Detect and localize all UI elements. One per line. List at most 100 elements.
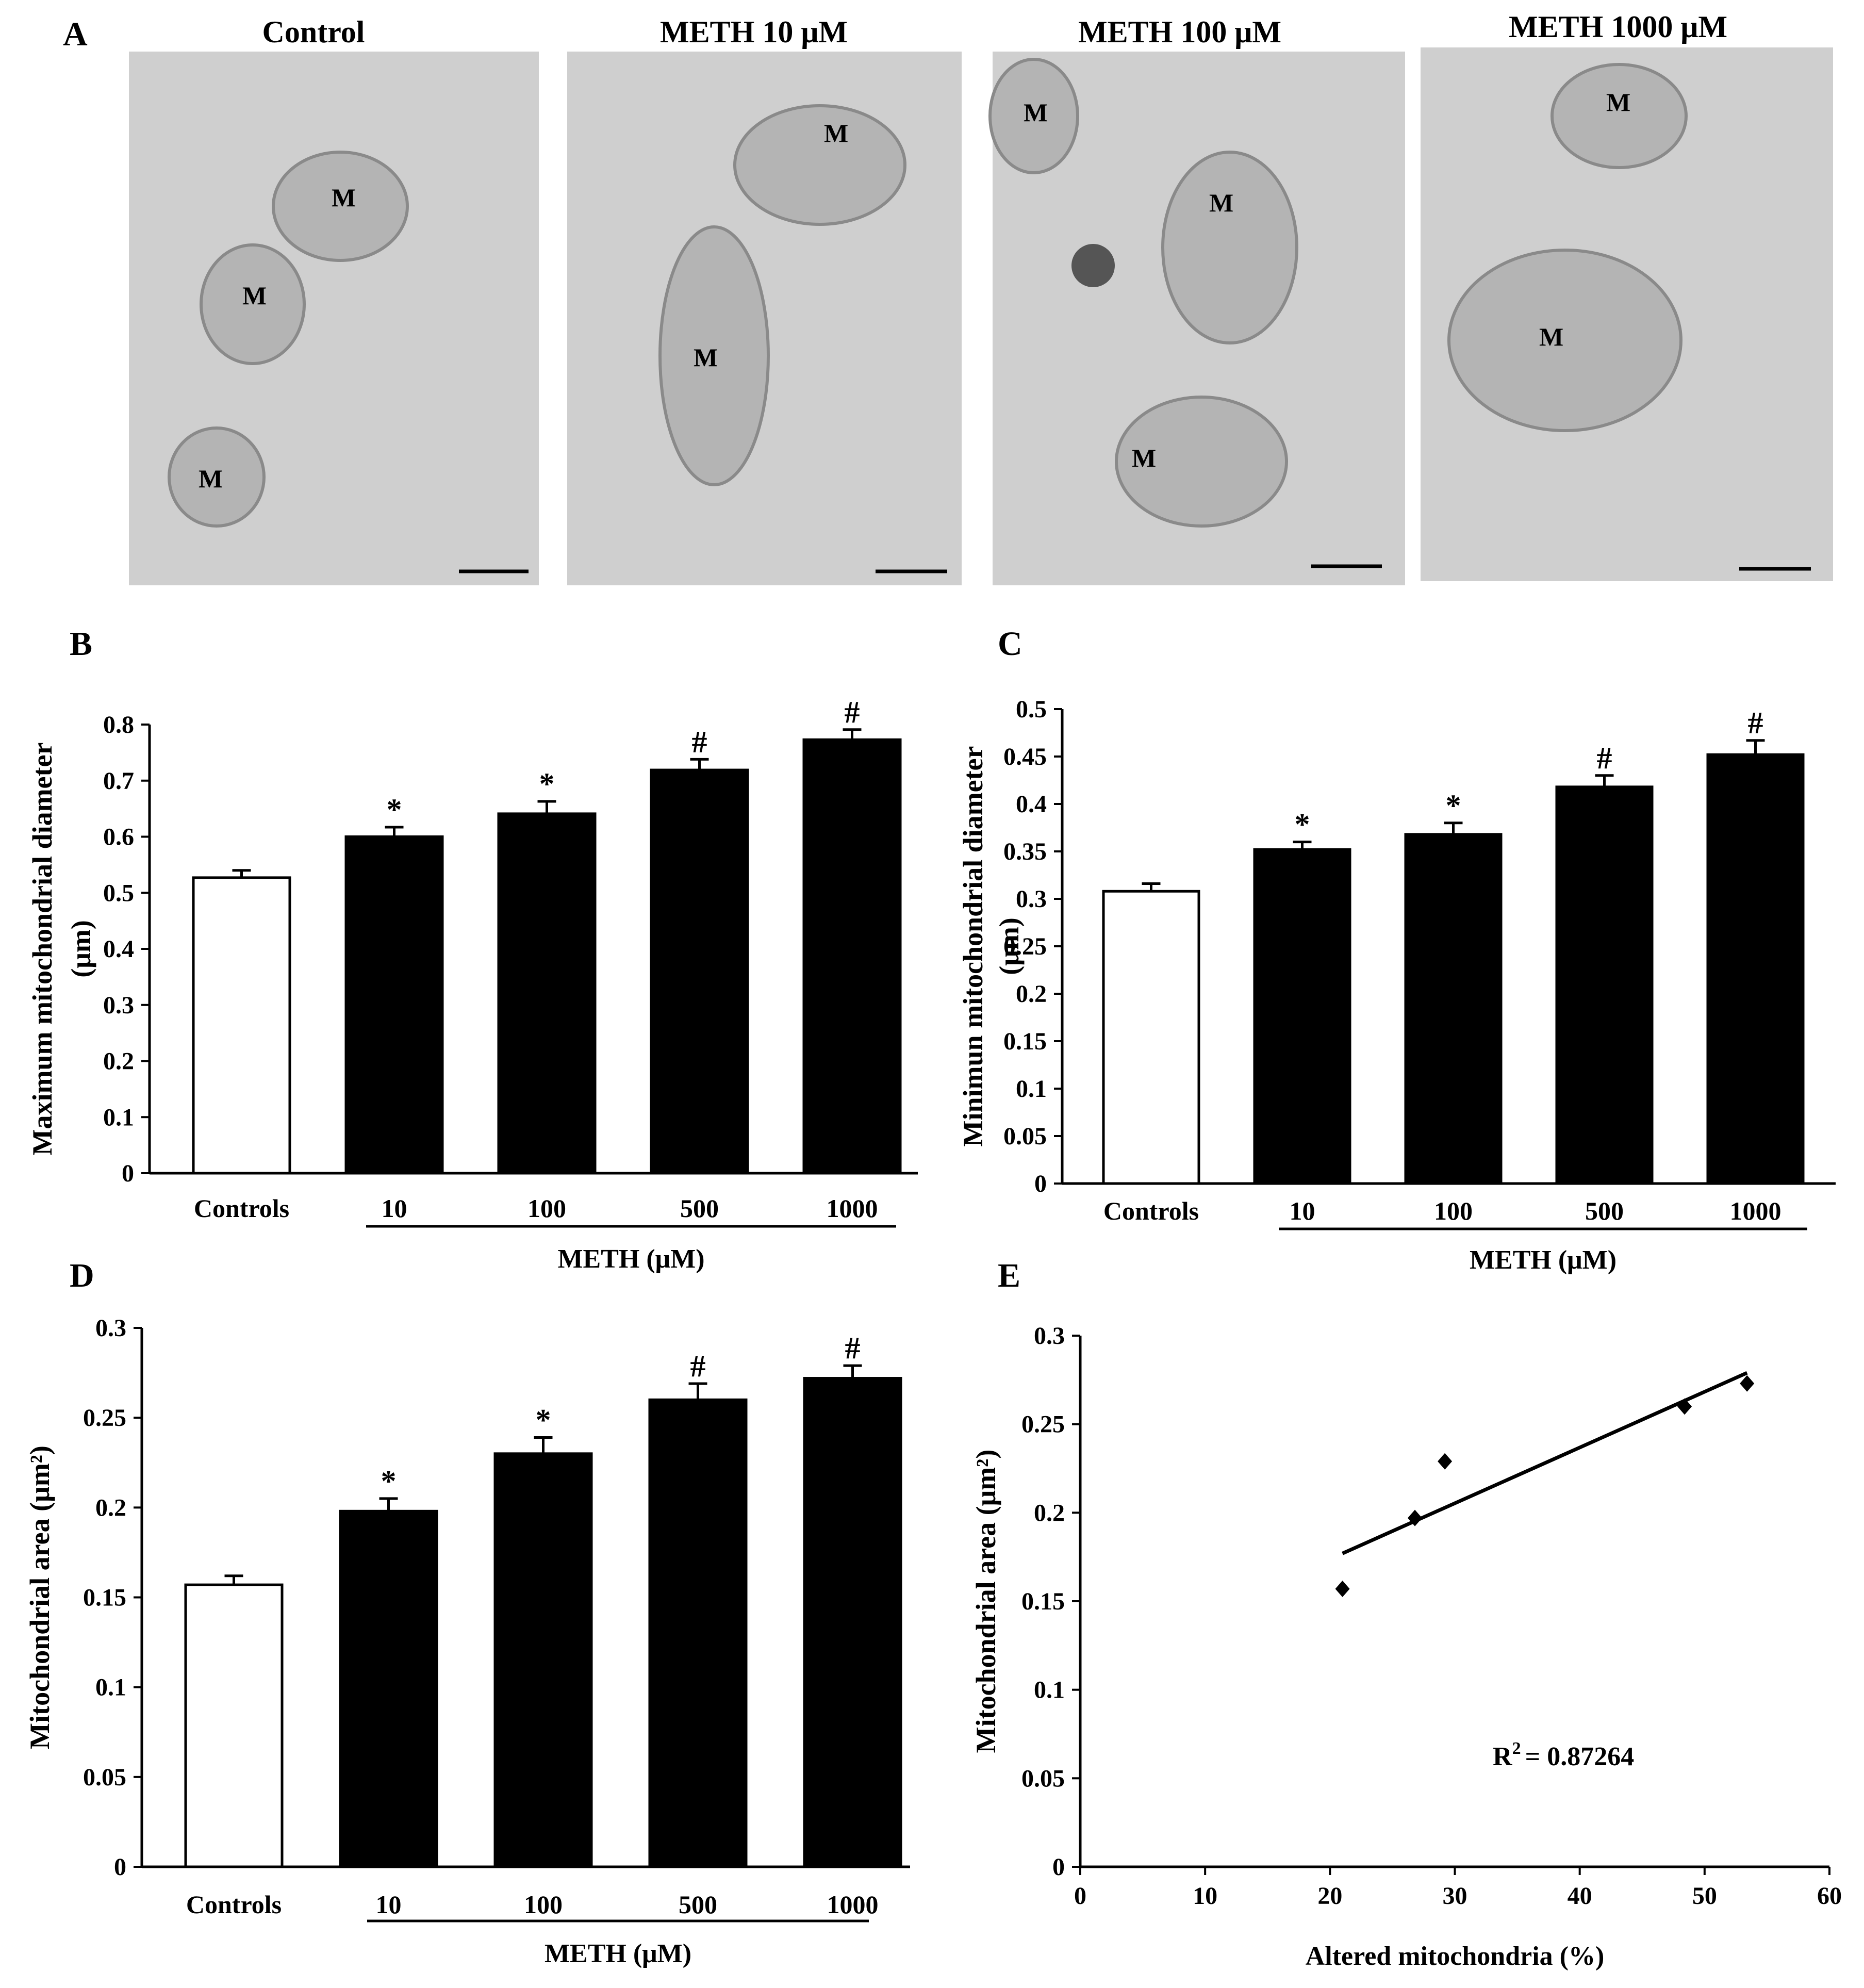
bar [1555, 785, 1654, 1185]
chart-max-diameter: 0 0.1 0.2 0.3 0.4 0.5 0.6 0.7 0.8 Controls * 10 * 100… [27, 695, 918, 1274]
bar [650, 768, 749, 1175]
x-tick-label: 50 [1692, 1882, 1717, 1910]
y-tick-label: 0.4 [1016, 791, 1047, 818]
significance-marker: * [539, 767, 555, 801]
x-axis-label: METH (μM) [545, 1939, 691, 1968]
significance-marker: * [387, 793, 402, 827]
y-tick-label: 0.4 [103, 935, 134, 963]
y-tick-label: 0 [122, 1160, 134, 1187]
significance-marker: * [1295, 808, 1310, 842]
x-tick-label: 20 [1317, 1882, 1342, 1910]
significance-marker: * [381, 1464, 397, 1498]
panel-letter-C: C [998, 625, 1022, 663]
y-axis-label: (μm) [65, 920, 96, 978]
mito-label: M [1024, 98, 1048, 127]
significance-marker: # [845, 695, 860, 729]
x-axis-label: METH (μM) [557, 1244, 704, 1274]
y-tick-label: 0.5 [1016, 696, 1047, 723]
panel-letter-E: E [998, 1257, 1020, 1294]
bar [192, 876, 291, 1175]
y-tick-label: 0.05 [1021, 1765, 1065, 1792]
x-tick-label: Controls [194, 1194, 289, 1223]
y-axis-label: Mitochondrial area (μm²) [970, 1450, 1001, 1753]
y-tick-label: 0.3 [103, 992, 134, 1019]
panel-letter-B: B [70, 625, 92, 663]
mitochondrion [272, 151, 409, 262]
y-tick-label: 0.2 [103, 1048, 134, 1075]
panel-letter-D: D [70, 1257, 94, 1294]
fit-line [1342, 1371, 1748, 1555]
y-tick-label: 0.1 [1016, 1075, 1047, 1103]
y-tick-label: 0.25 [83, 1404, 126, 1432]
x-axis-label: Altered mitochondria (%) [1306, 1942, 1605, 1971]
y-tick-label: 0 [1034, 1170, 1047, 1197]
chart-min-diameter: 0 0.05 0.1 0.15 0.2 0.25 0.3 0.35 0.4 0.45 0.5 Cont… [958, 696, 1836, 1275]
micrograph-title-meth-10: METH 10 μM [660, 15, 848, 49]
x-tick-label: Controls [1103, 1196, 1199, 1225]
mitochondrion [1115, 396, 1288, 528]
y-axis-label: (μm) [994, 917, 1025, 975]
significance-marker: # [1748, 706, 1763, 740]
significance-marker: * [536, 1403, 551, 1437]
y-axis-label: Maximum mitochondrial diameter [27, 743, 58, 1156]
x-tick-label: 500 [680, 1194, 719, 1223]
data-point [1740, 1375, 1755, 1392]
mito-label: M [1209, 188, 1233, 217]
mitochondrion [733, 104, 906, 226]
x-tick-label: 100 [524, 1890, 563, 1919]
x-tick-label: 1000 [827, 1890, 879, 1919]
x-tick-label: 1000 [827, 1194, 878, 1223]
y-axis-label: Mitochondrial area (μm²) [24, 1445, 55, 1749]
bar [1253, 848, 1351, 1185]
mito-label: M [824, 119, 848, 147]
x-tick-label: 500 [679, 1890, 717, 1919]
panel-letter-A: A [63, 15, 88, 53]
micrograph-title-control: Control [262, 15, 365, 49]
y-tick-label: 0.5 [103, 879, 134, 907]
data-point [1677, 1398, 1692, 1415]
x-tick-label: 30 [1443, 1882, 1467, 1910]
bar [344, 835, 444, 1175]
y-tick-label: 0.3 [1034, 1322, 1065, 1350]
y-tick-label: 0.3 [95, 1315, 126, 1342]
bar [1102, 890, 1200, 1185]
x-axis-label: METH (μM) [1470, 1245, 1616, 1275]
y-axis-label: Minimun mitochondrial diameter [958, 746, 988, 1147]
y-tick-label: 0.15 [1003, 1028, 1047, 1055]
y-tick-label: 0.05 [1003, 1123, 1047, 1150]
x-tick-label: 60 [1817, 1882, 1842, 1910]
x-tick-label: 500 [1585, 1196, 1624, 1225]
mitochondrion [200, 243, 306, 365]
y-tick-label: 0 [1052, 1853, 1065, 1881]
significance-marker: # [1597, 741, 1612, 775]
x-tick-label: 10 [376, 1890, 402, 1919]
y-tick-label: 0.15 [83, 1584, 126, 1612]
bar [1404, 833, 1503, 1185]
bar [184, 1583, 284, 1868]
mito-label: M [242, 281, 267, 310]
y-tick-label: 0.25 [1003, 933, 1047, 960]
x-tick-label: 10 [1193, 1882, 1217, 1910]
y-tick-label: 0.6 [103, 824, 134, 851]
significance-marker: * [1446, 788, 1461, 823]
y-tick-label: 0.1 [103, 1104, 134, 1131]
mito-label: M [694, 343, 718, 372]
bar [803, 1377, 902, 1868]
y-tick-label: 0.15 [1021, 1588, 1065, 1615]
y-tick-label: 0.35 [1003, 838, 1047, 865]
data-point [1335, 1580, 1350, 1597]
mitochondrion [1161, 151, 1298, 344]
x-tick-label: 1000 [1730, 1196, 1781, 1225]
y-tick-label: 0.2 [95, 1494, 126, 1521]
x-tick-label: 10 [382, 1194, 407, 1223]
y-tick-label: 0.45 [1003, 743, 1047, 770]
micrograph-control: Control M M M [129, 15, 539, 585]
bar [802, 738, 902, 1175]
bar [648, 1398, 748, 1868]
dense-granule [1071, 244, 1115, 287]
micrograph-meth-10: METH 10 μM M M [567, 15, 962, 585]
chart-mito-area: 0 0.05 0.1 0.15 0.2 0.25 0.3 Controls * 10 * 100 #50… [24, 1315, 910, 1968]
mitochondrion [658, 225, 770, 486]
r-squared-annotation: R2 = 0.87264 [1493, 1739, 1634, 1771]
